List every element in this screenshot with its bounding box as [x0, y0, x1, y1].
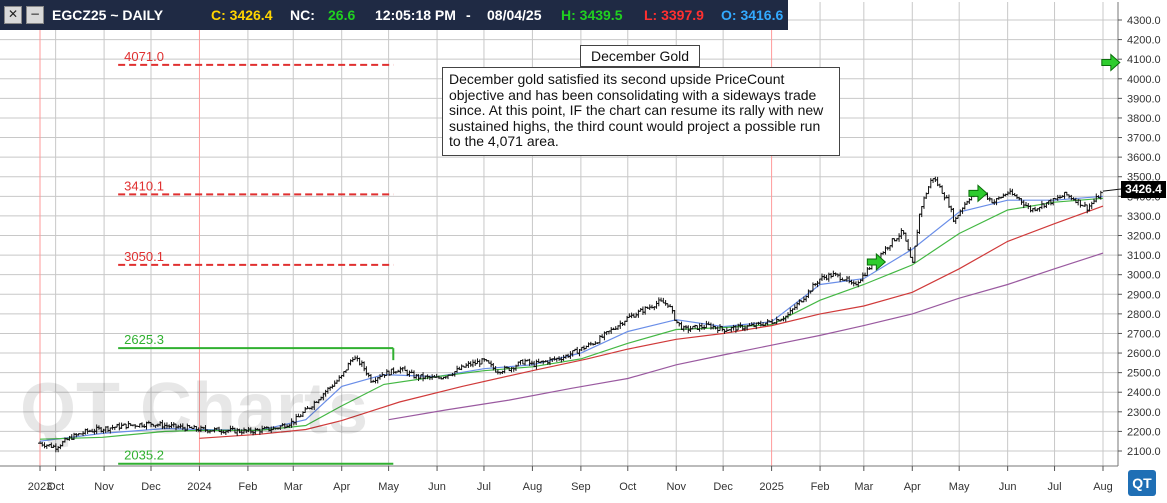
annotation-title: December Gold: [580, 45, 700, 67]
y-tick-label: 2400.0: [1127, 387, 1161, 399]
level-label: 2035.2: [124, 448, 164, 463]
y-tick-label: 4300.0: [1127, 15, 1161, 27]
x-tick-label: Apr: [904, 481, 921, 493]
x-tick-label: May: [378, 481, 399, 493]
x-tick-label: Jul: [1048, 481, 1062, 493]
x-tick-label: 2024: [187, 481, 211, 493]
x-tick-label: 2023: [28, 481, 52, 493]
pricecount-levels: 4071.0 3410.1 3050.1 2625.3 2035.2: [118, 49, 395, 465]
high-value: H: 3439.5: [561, 7, 623, 23]
y-tick-label: 3900.0: [1127, 93, 1161, 105]
x-tick-label: Apr: [333, 481, 350, 493]
level-label: 2625.3: [124, 332, 164, 347]
y-tick-label: 2200.0: [1127, 426, 1161, 438]
y-tick-label: 3700.0: [1127, 133, 1161, 145]
y-tick-label: 4200.0: [1127, 35, 1161, 47]
time-label: 12:05:18 PM: [375, 7, 456, 23]
x-tick-label: Jul: [477, 481, 491, 493]
x-tick-label: Oct: [47, 481, 64, 493]
x-tick-label: Aug: [1093, 481, 1113, 493]
y-tick-label: 2700.0: [1127, 328, 1161, 340]
arrow-markers: [866, 53, 1121, 272]
minimize-icon[interactable]: −: [26, 6, 44, 24]
x-tick-label: Mar: [284, 481, 303, 493]
x-tick-label: Feb: [238, 481, 257, 493]
x-tick-label: Dec: [713, 481, 733, 493]
level-label: 3410.1: [124, 178, 164, 193]
y-tick-label: 3100.0: [1127, 250, 1161, 262]
arrow-marker-icon: [1101, 53, 1121, 72]
symbol-label: EGCZ25 ~ DAILY: [52, 7, 164, 23]
last-price-pointer: [1102, 188, 1122, 192]
x-tick-label: Jun: [999, 481, 1017, 493]
y-tick-label: 4000.0: [1127, 74, 1161, 86]
watermark: QT Charts: [20, 369, 369, 449]
last-price-tag: 3426.4: [1121, 181, 1166, 198]
price-bars: [38, 176, 1122, 453]
moving-average-line: [199, 205, 1104, 439]
close-icon[interactable]: ✕: [4, 6, 22, 24]
nc-label: NC:: [290, 7, 315, 23]
x-tick-label: Sep: [571, 481, 591, 493]
y-tick-label: 3000.0: [1127, 270, 1161, 282]
y-tick-label: 3600.0: [1127, 152, 1161, 164]
y-tick-label: 2100.0: [1127, 446, 1161, 458]
x-tick-label: Feb: [811, 481, 830, 493]
y-tick-label: 3800.0: [1127, 113, 1161, 125]
low-value: L: 3397.9: [644, 7, 704, 23]
level-label: 4071.0: [124, 49, 164, 64]
arrow-marker-icon: [866, 252, 887, 272]
open-value: O: 3416.6: [721, 7, 784, 23]
x-tick-label: May: [949, 481, 970, 493]
arrow-marker-icon: [968, 184, 988, 203]
x-tick-label: Nov: [94, 481, 114, 493]
level-label: 3050.1: [124, 249, 164, 264]
y-tick-label: 3500.0: [1127, 172, 1161, 184]
x-tick-label: Nov: [666, 481, 686, 493]
y-tick-label: 2500.0: [1127, 368, 1161, 380]
y-tick-label: 2600.0: [1127, 348, 1161, 360]
y-tick-label: 2800.0: [1127, 309, 1161, 321]
y-axis-ticks: 2100.0 2200.0 2300.0 2400.0 2500.0 2600.0 2700…: [1118, 15, 1161, 458]
date-label: 08/04/25: [487, 7, 542, 23]
x-tick-label: Mar: [854, 481, 873, 493]
y-tick-label: 4100.0: [1127, 54, 1161, 66]
nc-value: 26.6: [328, 7, 356, 23]
x-tick-label: Dec: [141, 481, 161, 493]
chart-header: ✕ −: [0, 0, 788, 30]
y-tick-label: 2900.0: [1127, 289, 1161, 301]
x-tick-label: Jun: [428, 481, 446, 493]
annotation-text: December gold satisfied its second upsid…: [442, 67, 840, 156]
separator: -: [466, 7, 471, 23]
y-tick-label: 3200.0: [1127, 231, 1161, 243]
x-tick-label: 2025: [759, 481, 783, 493]
y-tick-label: 2300.0: [1127, 407, 1161, 419]
x-tick-label: Oct: [619, 481, 636, 493]
x-tick-label: Aug: [523, 481, 543, 493]
moving-average-line: [388, 252, 1104, 421]
y-tick-label: 3300.0: [1127, 211, 1161, 223]
close-value: C: 3426.4: [211, 7, 273, 23]
qt-logo: QT: [1128, 470, 1156, 496]
